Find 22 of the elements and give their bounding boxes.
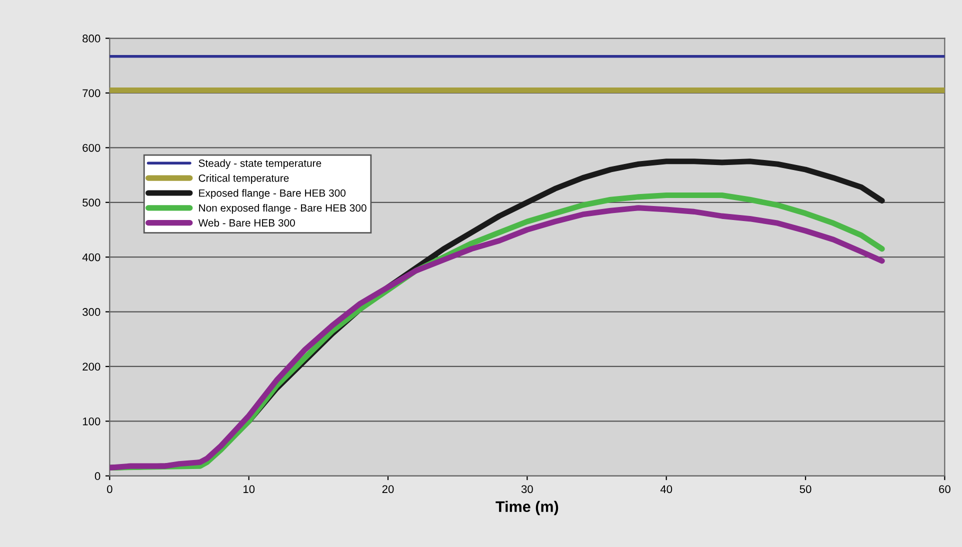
legend-label: Web - Bare HEB 300 (198, 218, 295, 227)
x-tick-label: 0 (107, 485, 112, 494)
y-tick-label: 0 (94, 472, 100, 480)
y-tick-label: 300 (82, 308, 100, 316)
y-tick-label: 600 (82, 144, 100, 152)
y-tick-label: 800 (82, 34, 100, 42)
legend-label: Exposed flange - Bare HEB 300 (199, 189, 346, 199)
y-tick-label: 400 (82, 253, 100, 262)
legend-label: Non exposed flange - Bare HEB 300 (199, 204, 366, 214)
y-tick-label: 500 (82, 198, 100, 207)
x-tick-label: 10 (244, 485, 255, 494)
x-axis-title: Time (m) (496, 500, 558, 516)
x-tick-label: 30 (521, 485, 533, 494)
x-tick-label: 50 (800, 485, 812, 494)
legend-label: Critical temperature (198, 174, 289, 184)
x-tick-label: 60 (939, 485, 950, 494)
legend-label: Steady - state temperature (198, 159, 322, 169)
x-tick-label: 20 (382, 485, 394, 494)
y-tick-label: 200 (82, 362, 100, 371)
y-tick-label: 700 (82, 89, 100, 98)
x-tick-label: 40 (660, 485, 672, 494)
y-tick-label: 100 (82, 417, 100, 426)
